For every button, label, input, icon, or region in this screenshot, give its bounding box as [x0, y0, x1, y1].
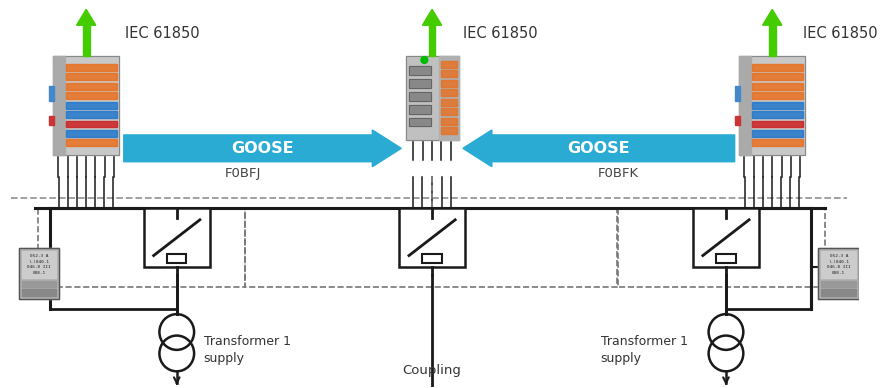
Bar — [441, 127, 457, 134]
Text: 008.1: 008.1 — [32, 272, 45, 275]
Bar — [245, 208, 617, 288]
Bar — [441, 61, 457, 68]
Bar — [740, 56, 751, 155]
Bar — [409, 79, 431, 88]
Text: Coupling: Coupling — [402, 364, 462, 377]
Bar — [49, 116, 54, 125]
Bar — [441, 118, 457, 125]
Text: 046.8 III: 046.8 III — [827, 265, 851, 270]
Bar — [440, 56, 458, 140]
Bar — [752, 130, 803, 137]
Bar — [409, 66, 431, 75]
Text: 008.1: 008.1 — [832, 272, 846, 275]
Bar — [752, 111, 803, 118]
Bar — [400, 208, 465, 267]
Bar — [53, 56, 119, 155]
Polygon shape — [763, 9, 781, 25]
Text: IEC 61850: IEC 61850 — [463, 26, 538, 41]
Text: GOOSE: GOOSE — [231, 141, 294, 156]
Bar — [752, 139, 803, 146]
Bar — [49, 86, 54, 100]
Text: IEC 61850: IEC 61850 — [125, 26, 199, 41]
Circle shape — [421, 57, 428, 64]
Bar — [618, 208, 825, 288]
Bar — [752, 102, 803, 109]
Bar — [66, 111, 117, 118]
Bar — [752, 73, 803, 80]
Bar — [19, 248, 60, 299]
Bar — [21, 251, 56, 279]
Bar — [734, 116, 740, 125]
Bar — [38, 208, 245, 288]
Bar — [21, 281, 56, 288]
FancyArrow shape — [124, 130, 401, 167]
Bar — [821, 289, 856, 296]
Bar — [441, 99, 457, 106]
Polygon shape — [77, 9, 96, 25]
Bar — [409, 92, 431, 100]
Bar — [752, 92, 803, 99]
Bar — [66, 121, 117, 128]
Bar — [740, 56, 805, 155]
Bar — [409, 92, 431, 100]
Bar — [409, 105, 431, 114]
Bar — [66, 73, 117, 80]
Bar — [167, 254, 186, 263]
Bar — [66, 83, 117, 90]
Bar — [66, 130, 117, 137]
Bar — [769, 25, 775, 56]
Bar — [21, 289, 56, 296]
Bar — [409, 105, 431, 114]
Text: F0BFK: F0BFK — [597, 167, 639, 180]
Bar — [406, 56, 458, 140]
Bar — [53, 56, 119, 155]
Bar — [83, 25, 90, 56]
Text: IEC 61850: IEC 61850 — [803, 26, 878, 41]
Text: 052.3 A: 052.3 A — [29, 253, 48, 258]
Bar — [406, 56, 458, 140]
Bar — [821, 281, 856, 288]
Text: Transformer 1
supply: Transformer 1 supply — [204, 335, 291, 365]
Bar — [409, 118, 431, 126]
Bar — [821, 251, 856, 279]
Bar — [752, 121, 803, 128]
Text: Transformer 1
supply: Transformer 1 supply — [601, 335, 688, 365]
Bar — [66, 92, 117, 99]
Bar — [409, 66, 431, 75]
Bar — [429, 25, 435, 56]
Bar — [752, 83, 803, 90]
Bar — [734, 86, 740, 100]
Bar — [66, 102, 117, 109]
Text: 046.8 III: 046.8 III — [28, 265, 51, 270]
Text: (-)040.1: (-)040.1 — [28, 260, 50, 263]
Bar — [423, 254, 441, 263]
FancyArrow shape — [463, 130, 734, 167]
Bar — [409, 79, 431, 88]
Bar — [716, 254, 736, 263]
Bar — [752, 64, 803, 71]
Bar — [740, 56, 805, 155]
Bar — [441, 108, 457, 115]
Bar — [441, 80, 457, 87]
Bar — [144, 208, 209, 267]
Polygon shape — [423, 9, 441, 25]
Bar — [409, 118, 431, 126]
Bar — [819, 248, 859, 299]
Bar — [19, 248, 60, 299]
Bar — [441, 70, 457, 77]
Bar — [66, 64, 117, 71]
Text: (-)040.1: (-)040.1 — [829, 260, 849, 263]
Bar — [441, 89, 457, 96]
Bar — [53, 56, 65, 155]
Bar — [693, 208, 759, 267]
Bar — [66, 139, 117, 146]
Text: F0BFJ: F0BFJ — [225, 167, 262, 180]
Bar — [819, 248, 859, 299]
Text: GOOSE: GOOSE — [568, 141, 630, 156]
Text: 052.3 A: 052.3 A — [829, 253, 848, 258]
